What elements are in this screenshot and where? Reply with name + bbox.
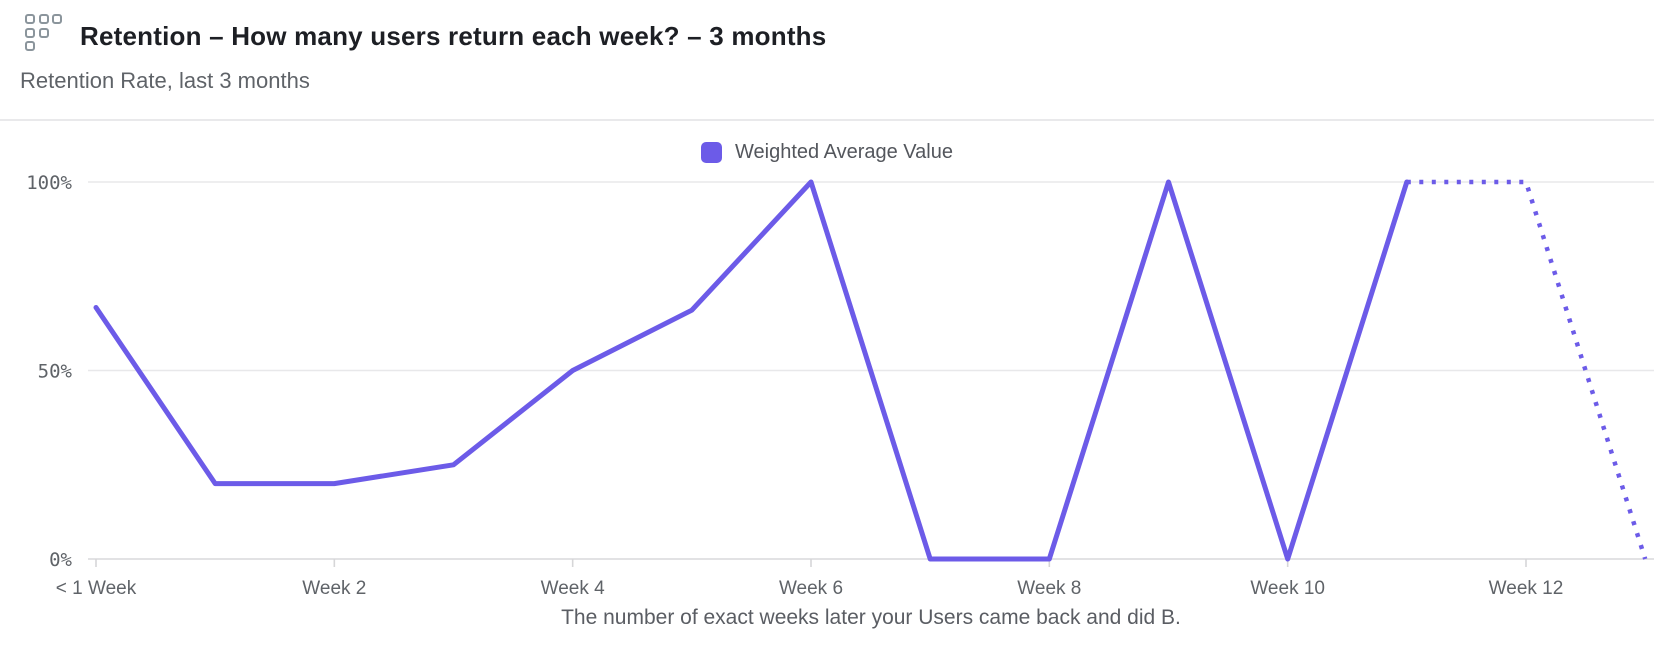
insight-title: Retention – How many users return each w… (80, 21, 827, 51)
y-axis-labels: 0% 50% 100% (26, 172, 72, 571)
insight-subtitle: Retention Rate, last 3 months (20, 68, 310, 93)
y-axis-label: 50% (38, 361, 73, 383)
x-axis-label: < 1 Week (56, 578, 137, 599)
header-divider (0, 119, 1654, 121)
retention-grid-icon (25, 14, 62, 51)
x-axis-label: Week 2 (302, 578, 366, 599)
x-axis-label: Week 10 (1250, 578, 1325, 599)
retention-chart: 0% 50% 100% < 1 Week Week 2 Week 4 Week 6 Week… (26, 172, 1654, 629)
retention-line[interactable] (93, 179, 1410, 562)
retention-line-projected[interactable] (1406, 179, 1648, 560)
x-axis-label: Week 4 (541, 578, 606, 599)
chart-legend[interactable]: Weighted Average Value (0, 141, 1654, 164)
x-axis-label: Week 6 (779, 578, 843, 599)
x-axis: < 1 Week Week 2 Week 4 Week 6 Week 8 Week 10 W… (56, 559, 1564, 599)
x-axis-label: Week 12 (1489, 578, 1564, 599)
x-axis-label: Week 8 (1017, 578, 1081, 599)
legend-label: Weighted Average Value (735, 141, 953, 163)
legend-swatch (701, 142, 723, 163)
x-axis-title: The number of exact weeks later your Use… (561, 606, 1181, 629)
y-axis-label: 100% (26, 172, 72, 194)
y-axis-label: 0% (49, 549, 72, 571)
